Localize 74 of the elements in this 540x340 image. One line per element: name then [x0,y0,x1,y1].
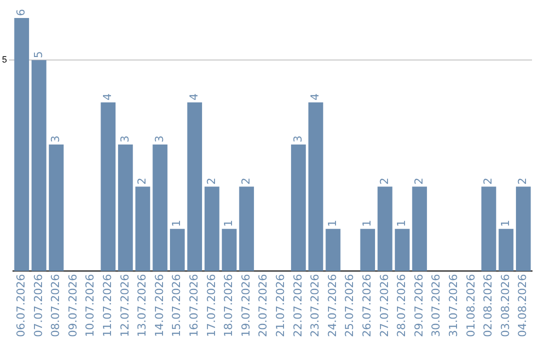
x-tick-label: 26.07.2026 [360,274,374,338]
data-label: 2 [482,178,495,185]
x-tick-label: 21.07.2026 [274,274,288,338]
x-tick-label: 17.07.2026 [204,274,218,338]
data-label: 6 [14,9,28,16]
x-tick-label: 14.07.2026 [152,274,166,338]
bar [360,228,376,272]
x-tick-label: 16.07.2026 [188,274,201,338]
data-label: 1 [170,220,184,227]
data-label: 1 [222,220,236,227]
data-label: 4 [188,93,201,100]
x-tick-label: 09.07.2026 [66,274,80,338]
x-tick-label: 24.07.2026 [326,274,339,338]
bar [516,186,531,272]
bar [118,144,133,272]
x-tick-label: 23.07.2026 [308,274,322,338]
bar [14,18,30,272]
bar [481,186,496,272]
data-label: 4 [101,93,114,100]
x-tick-label: 20.07.2026 [256,274,270,338]
bar [170,228,185,272]
data-label: 1 [498,220,512,227]
x-tick-label: 02.08.2026 [482,274,495,338]
x-tick-label: 01.08.2026 [464,274,478,338]
bar [239,186,254,272]
bar [412,186,427,272]
x-tick-label: 28.07.2026 [395,274,408,338]
data-label: 2 [239,178,252,185]
x-tick-label: 29.07.2026 [412,274,426,338]
data-label: 2 [378,178,391,185]
x-tick-label: 08.07.2026 [49,274,62,338]
x-tick-label: 19.07.2026 [239,274,252,338]
x-tick-label: 22.07.2026 [291,274,304,338]
bar [291,144,306,272]
data-label: 3 [291,136,304,143]
bar [222,228,237,272]
bar [204,186,220,272]
data-label: 1 [395,220,408,227]
bar [326,228,340,272]
data-label: 4 [308,93,322,100]
data-label: 2 [136,178,149,185]
bar [498,228,514,272]
x-tick-label: 31.07.2026 [447,274,460,338]
x-tick-label: 04.08.2026 [516,274,530,338]
bar [100,102,116,272]
bar [378,186,392,272]
bar [48,144,64,272]
x-tick-label: 13.07.2026 [136,274,149,338]
bar [32,60,46,272]
bar [394,228,410,272]
data-label: 3 [152,136,166,143]
x-tick-label: 10.07.2026 [84,274,97,338]
data-label: 2 [204,178,218,185]
data-label: 2 [516,178,530,185]
bar [308,102,324,272]
bar [152,144,168,272]
x-tick-label: 11.07.2026 [101,274,114,338]
x-tick-label: 18.07.2026 [222,274,236,338]
data-label: 2 [412,178,426,185]
x-tick-label: 30.07.2026 [430,274,443,338]
x-tick-label: 27.07.2026 [378,274,391,338]
x-tick-label: 12.07.2026 [118,274,132,338]
bar [187,102,202,272]
x-tick-label: 07.07.2026 [32,274,45,338]
data-label: 5 [32,51,45,58]
data-label: 3 [118,136,132,143]
data-label: 1 [360,220,374,227]
bar [135,186,150,272]
x-tick-label: 06.07.2026 [14,274,28,338]
data-label: 3 [49,136,62,143]
data-label: 1 [326,220,339,227]
x-tick-label: 15.07.2026 [170,274,184,338]
x-tick-label: 03.08.2026 [498,274,512,338]
x-tick-label: 25.07.2026 [343,274,356,338]
